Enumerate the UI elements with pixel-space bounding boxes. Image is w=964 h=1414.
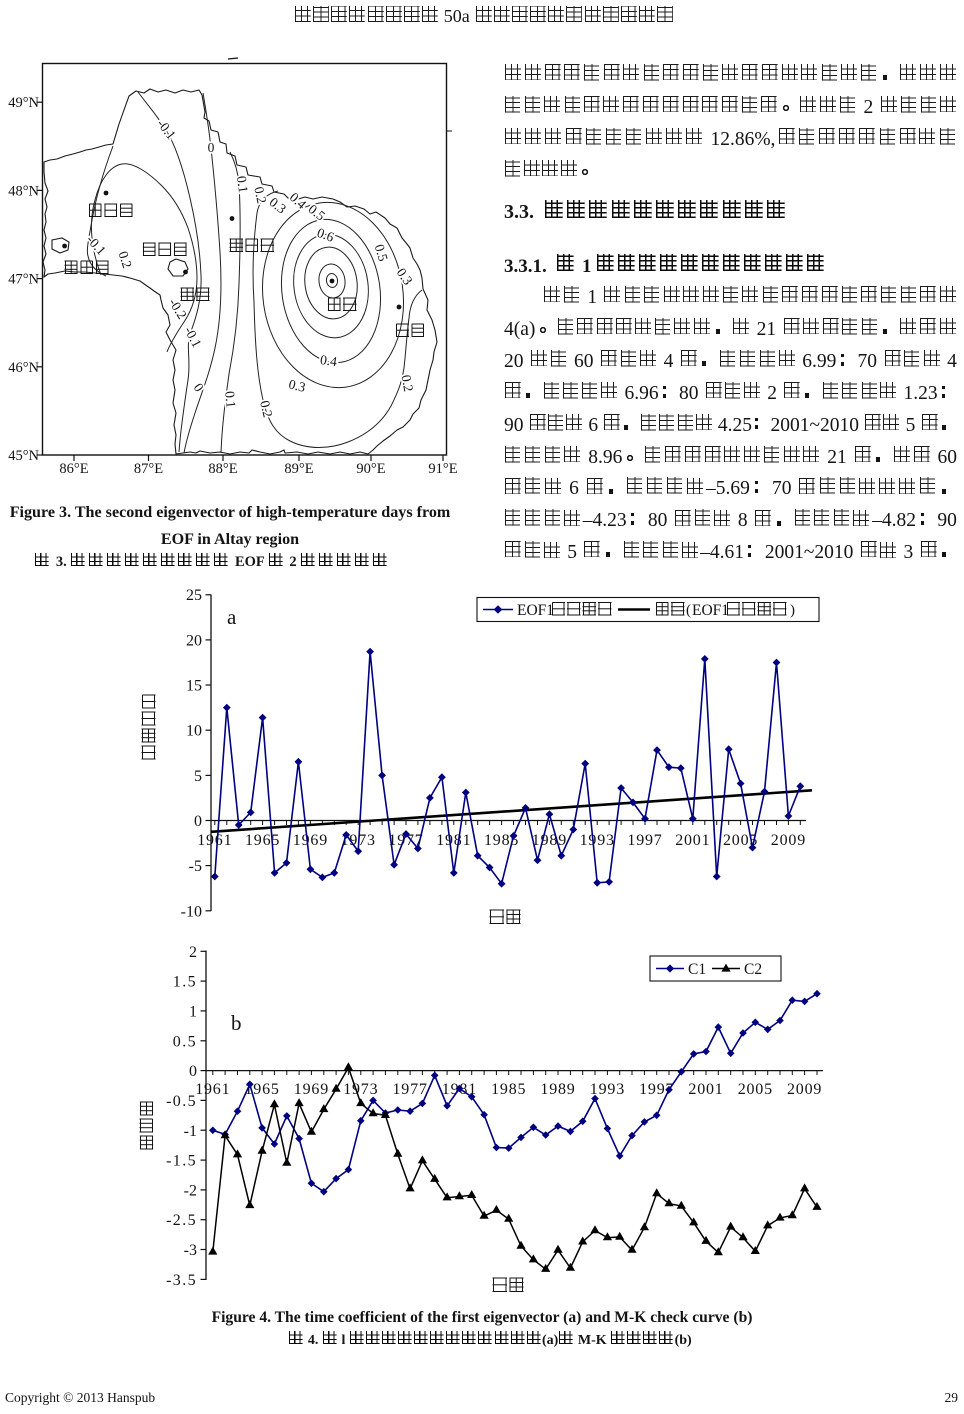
svg-text:1961: 1961 — [197, 832, 232, 849]
svg-text:EOF1: EOF1 — [517, 602, 554, 619]
svg-text:90°E: 90°E — [356, 461, 385, 477]
svg-text:C2: C2 — [744, 961, 762, 978]
svg-text:0: 0 — [191, 380, 207, 394]
svg-text:0.2: 0.2 — [257, 399, 276, 419]
svg-text:-1: -1 — [184, 1123, 197, 1140]
svg-text:b: b — [231, 1011, 242, 1035]
svg-text:48°N: 48°N — [8, 183, 39, 199]
svg-text:87°E: 87°E — [134, 461, 163, 477]
svg-text:1977: 1977 — [392, 1081, 427, 1098]
svg-text:49°N: 49°N — [8, 95, 39, 111]
svg-text:0.3: 0.3 — [287, 376, 307, 395]
svg-text:2: 2 — [189, 944, 197, 961]
svg-text:0: 0 — [189, 1063, 197, 1080]
svg-text:0.4: 0.4 — [319, 352, 338, 369]
svg-text:-2.5: -2.5 — [166, 1212, 197, 1229]
svg-text:1985: 1985 — [491, 1081, 526, 1098]
svg-text:1993: 1993 — [590, 1081, 625, 1098]
svg-text:a: a — [227, 605, 237, 629]
svg-text:EOF1: EOF1 — [692, 602, 729, 619]
svg-text:2009: 2009 — [787, 1081, 822, 1098]
svg-text:0.5: 0.5 — [372, 243, 391, 264]
svg-text:1.5: 1.5 — [173, 974, 197, 991]
svg-text:2009: 2009 — [771, 832, 806, 849]
svg-text:1993: 1993 — [580, 832, 615, 849]
svg-text:89°E: 89°E — [284, 461, 313, 477]
svg-text:0.6: 0.6 — [315, 225, 336, 245]
svg-text:1989: 1989 — [540, 1081, 575, 1098]
svg-text:0.3: 0.3 — [394, 265, 416, 288]
svg-text:0.2: 0.2 — [399, 374, 417, 393]
svg-text:45°N: 45°N — [8, 448, 39, 464]
svg-text:1973: 1973 — [341, 832, 376, 849]
svg-text:): ) — [790, 603, 795, 619]
svg-text:0.2: 0.2 — [116, 249, 135, 270]
svg-text:5: 5 — [194, 768, 202, 785]
svg-text:-0.1: -0.1 — [154, 116, 179, 142]
svg-text:-2: -2 — [184, 1182, 197, 1199]
svg-text:1: 1 — [189, 1003, 197, 1020]
svg-text:1981: 1981 — [436, 832, 471, 849]
svg-text:47°N: 47°N — [8, 272, 39, 288]
svg-text:1961: 1961 — [195, 1081, 230, 1098]
svg-text:-0.1: -0.1 — [181, 324, 204, 350]
svg-text:86°E: 86°E — [59, 461, 88, 477]
svg-text:91°E: 91°E — [428, 461, 457, 477]
svg-text:0.1: 0.1 — [234, 175, 251, 194]
svg-text:1989: 1989 — [532, 832, 567, 849]
svg-text:0.5: 0.5 — [173, 1033, 197, 1050]
svg-text:-1.5: -1.5 — [166, 1153, 197, 1170]
svg-text:25: 25 — [186, 587, 202, 604]
svg-text:1965: 1965 — [245, 832, 280, 849]
svg-text:-5: -5 — [189, 858, 202, 875]
svg-text:1973: 1973 — [343, 1081, 378, 1098]
svg-text:0.2: 0.2 — [251, 185, 269, 205]
svg-text:(: ( — [686, 603, 691, 619]
svg-text:2005: 2005 — [723, 832, 758, 849]
svg-text:0.1: 0.1 — [222, 390, 239, 408]
svg-text:C1: C1 — [688, 961, 706, 978]
svg-text:0: 0 — [208, 140, 215, 155]
svg-text:2001: 2001 — [688, 1081, 723, 1098]
svg-text:0: 0 — [194, 813, 202, 830]
svg-text:0.5: 0.5 — [306, 201, 329, 223]
svg-text:1997: 1997 — [639, 1081, 674, 1098]
svg-text:-3.5: -3.5 — [166, 1272, 197, 1289]
svg-text:2001: 2001 — [675, 832, 710, 849]
svg-text:-10: -10 — [181, 903, 202, 920]
svg-text:88°E: 88°E — [208, 461, 237, 477]
svg-text:1969: 1969 — [294, 1081, 329, 1098]
svg-text:-0.5: -0.5 — [166, 1093, 197, 1110]
svg-text:15: 15 — [186, 678, 202, 695]
svg-text:2005: 2005 — [738, 1081, 773, 1098]
svg-text:10: 10 — [186, 723, 202, 740]
svg-text:20: 20 — [186, 632, 202, 649]
svg-text:-3: -3 — [184, 1242, 197, 1259]
svg-text:0.4: 0.4 — [287, 189, 310, 212]
svg-text:0.3: 0.3 — [267, 194, 290, 216]
svg-text:1985: 1985 — [484, 832, 519, 849]
svg-text:1997: 1997 — [627, 832, 662, 849]
svg-text:1969: 1969 — [293, 832, 328, 849]
svg-text:46°N: 46°N — [8, 360, 39, 376]
